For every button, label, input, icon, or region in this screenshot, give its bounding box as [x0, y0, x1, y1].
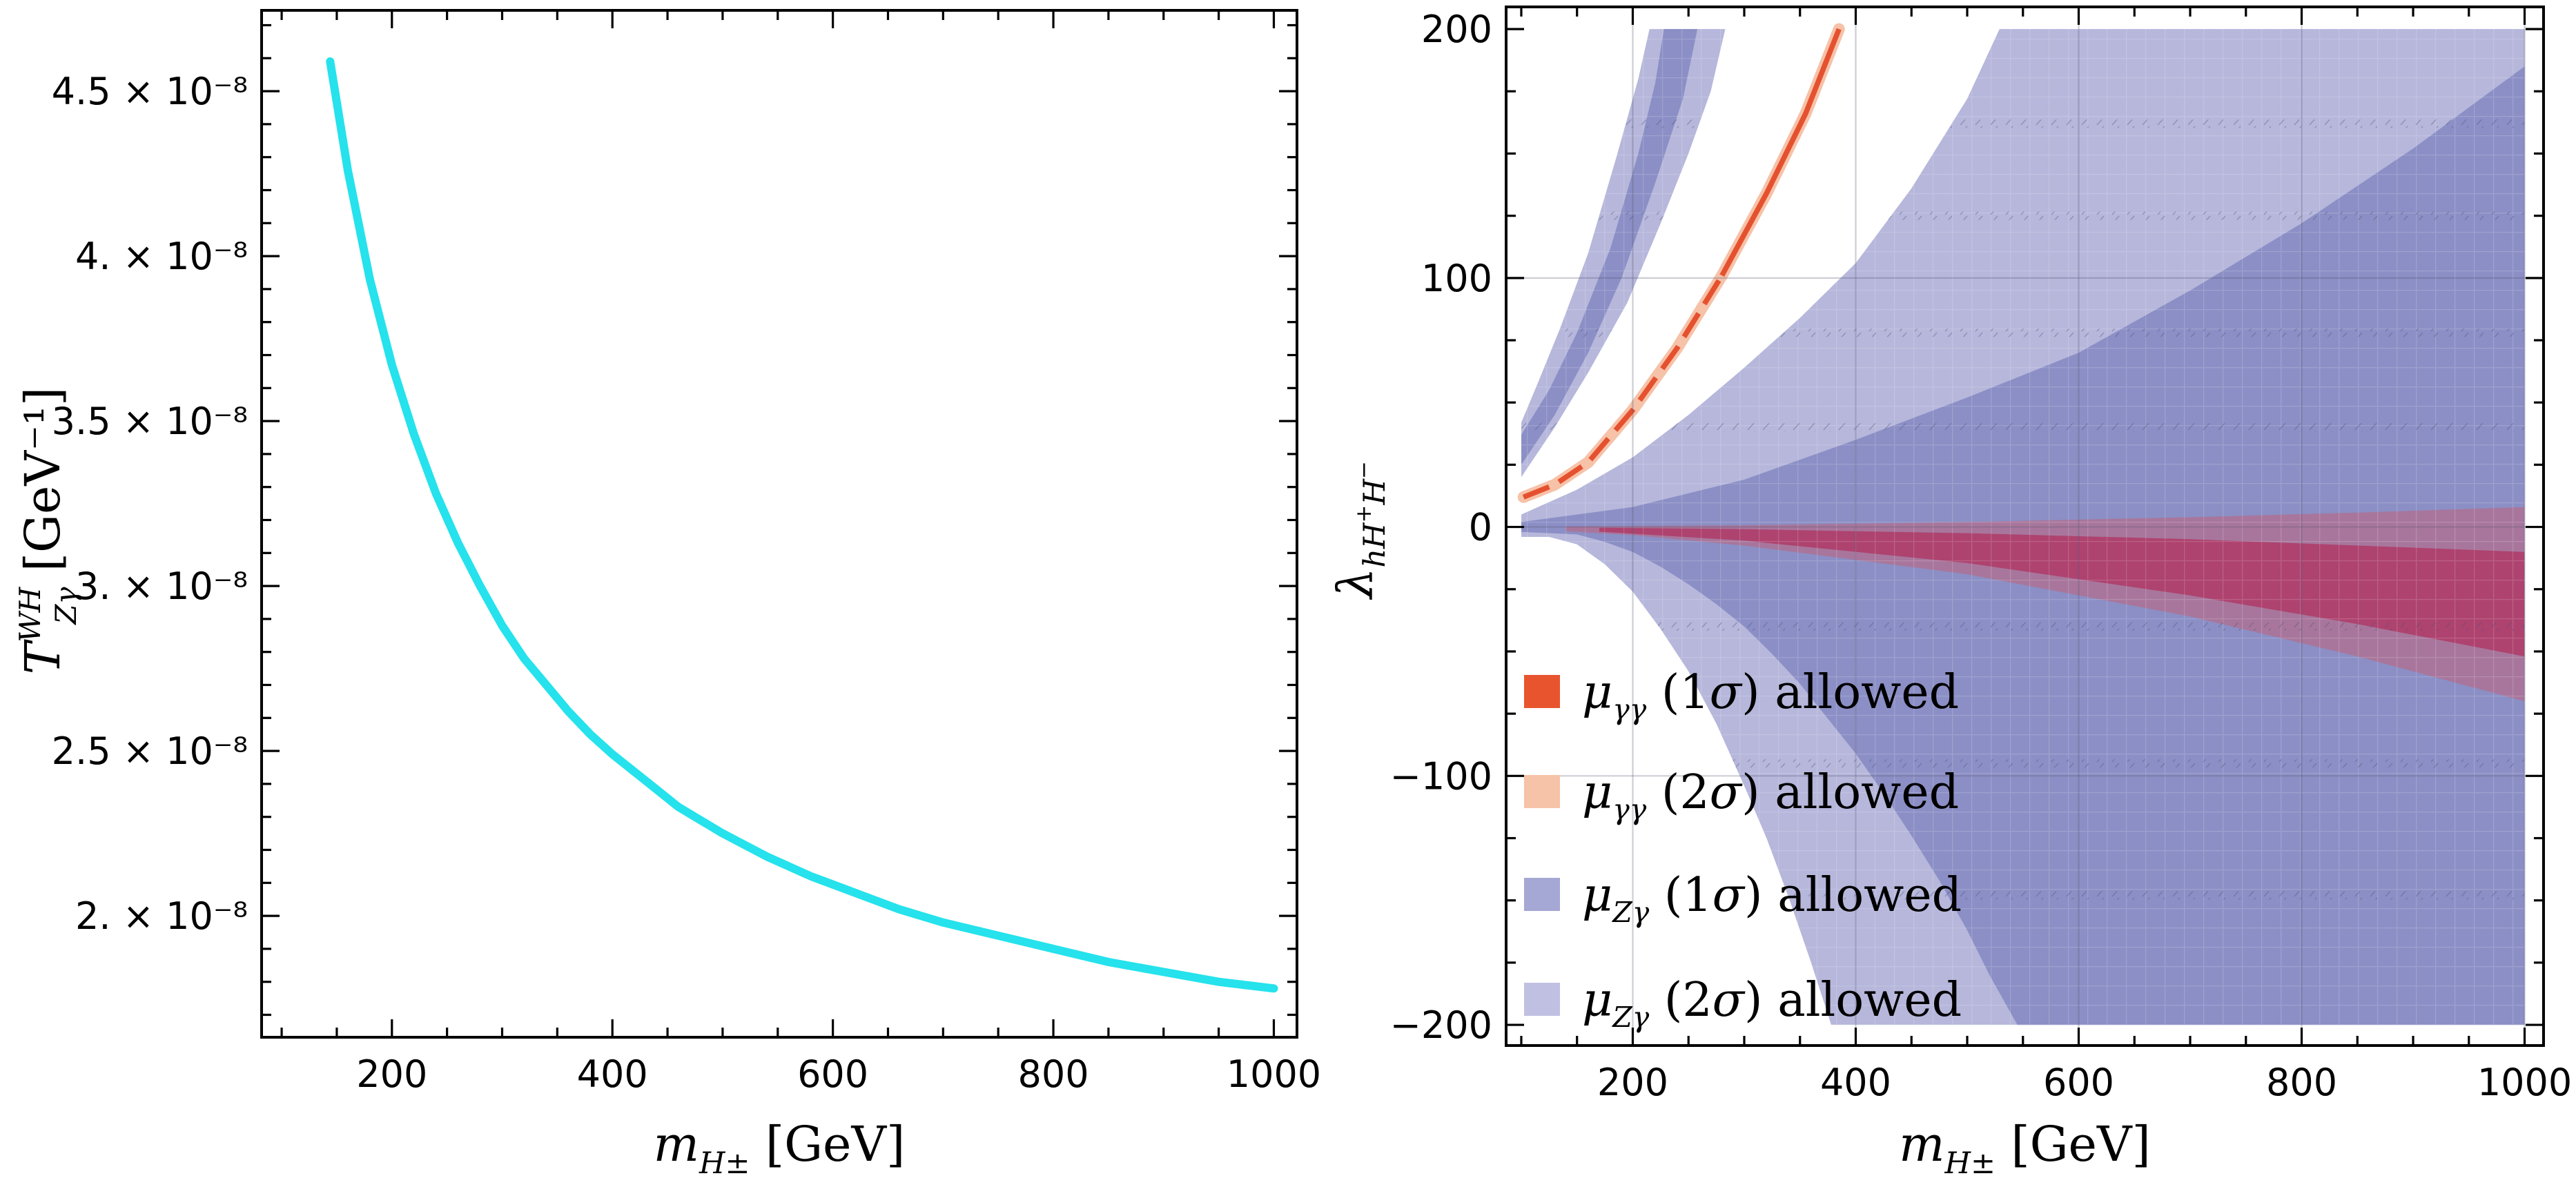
- hatch-row: [1521, 759, 2525, 768]
- gridlines: [1506, 7, 2544, 1046]
- hatch-row: [1521, 211, 2525, 220]
- mu-gammagamma-upper-branch-band-1sigma-core-dashed: [1522, 274, 1724, 500]
- hatch-row: [1521, 423, 2525, 432]
- plot-frame: [260, 9, 1298, 1039]
- left-plot-area: [326, 57, 1278, 993]
- x-tick-label: 600: [2043, 1061, 2114, 1104]
- mu-gammagamma-upper-branch-band-1sigma-core: [1719, 28, 1842, 277]
- legend-mu-gammagamma-2sigma-swatch: [1524, 775, 1560, 808]
- legend-mu-zgamma-2sigma-swatch: [1524, 983, 1560, 1016]
- legend-mu-zgamma-1sigma-swatch: [1524, 878, 1560, 911]
- legend-mu-gammagamma-1sigma-label: μγγ (1σ) allowed: [1582, 665, 1959, 726]
- x-tick-label: 200: [356, 1052, 427, 1096]
- legend-mu-gammagamma-2sigma-label: μγγ (2σ) allowed: [1582, 765, 1959, 826]
- x-tick-label: 600: [797, 1052, 868, 1096]
- y-tick-label: 2. × 10⁻⁸: [75, 894, 248, 938]
- axis-ticks: [262, 10, 1297, 1037]
- y-tick-label: −100: [1390, 754, 1492, 798]
- axis-ticks: [1506, 7, 2544, 1046]
- legend-mu-gammagamma-1sigma-swatch: [1524, 675, 1560, 708]
- legend-mu-zgamma-1sigma: μZγ (1σ) allowed: [1524, 868, 1962, 929]
- hatch-row: [1521, 328, 2525, 337]
- y-tick-label: 3. × 10⁻⁸: [75, 565, 248, 608]
- y-tick-label: 0: [1469, 506, 1492, 549]
- t-zgamma-wh-plot: 200 400 600 800 1000 2. × 10⁻⁸ 2.5 × 10⁻⁸ 3. × …: [13, 9, 1321, 1181]
- right-y-axis-title: λhH+H−: [1327, 461, 1392, 600]
- y-tick-label: 100: [1421, 257, 1492, 300]
- legend-mu-gammagamma-1sigma: μγγ (1σ) allowed: [1524, 665, 1959, 726]
- y-tick-label: 4. × 10⁻⁸: [75, 235, 248, 278]
- right-plot-area: μγγ (1σ) allowed μγγ (2σ) allowed μZγ (1σ)…: [1506, 7, 2544, 1046]
- x-tick-label: 1000: [2477, 1061, 2572, 1104]
- legend-mu-zgamma-2sigma: μZγ (2σ) allowed: [1524, 973, 1962, 1034]
- right-x-axis-title: mH± [GeV]: [1899, 1116, 2151, 1181]
- left-y-axis-title: TWHZγ [GeV⁻¹]: [13, 387, 83, 675]
- x-tick-label: 800: [1018, 1052, 1089, 1096]
- hatch-row: [1521, 119, 2525, 128]
- legend: μγγ (1σ) allowed μγγ (2σ) allowed μZγ (1σ)…: [1524, 665, 1962, 1034]
- x-tick-label: 1000: [1227, 1052, 1321, 1096]
- y-tick-label: −200: [1390, 1003, 1492, 1047]
- left-x-axis-title: mH± [GeV]: [654, 1116, 906, 1181]
- lambda-allowed-regions-plot: μγγ (1σ) allowed μγγ (2σ) allowed μZγ (1σ)…: [1327, 6, 2572, 1181]
- x-tick-label: 200: [1597, 1061, 1668, 1104]
- y-tick-label: 200: [1421, 8, 1492, 51]
- legend-mu-zgamma-1sigma-label: μZγ (1σ) allowed: [1582, 868, 1962, 929]
- y-tick-label: 2.5 × 10⁻⁸: [52, 729, 248, 773]
- x-tick-label: 400: [1820, 1061, 1891, 1104]
- hatch-row: [1521, 622, 2525, 631]
- x-tick-label: 800: [2266, 1061, 2337, 1104]
- y-tick-label: 4.5 × 10⁻⁸: [52, 70, 248, 113]
- legend-mu-gammagamma-2sigma: μγγ (2σ) allowed: [1524, 765, 1959, 826]
- T-ZgammaWH-curve: [326, 57, 1278, 993]
- y-tick-label: 3.5 × 10⁻⁸: [52, 400, 248, 443]
- x-tick-label: 400: [577, 1052, 648, 1096]
- legend-mu-zgamma-2sigma-label: μZγ (2σ) allowed: [1582, 973, 1962, 1034]
